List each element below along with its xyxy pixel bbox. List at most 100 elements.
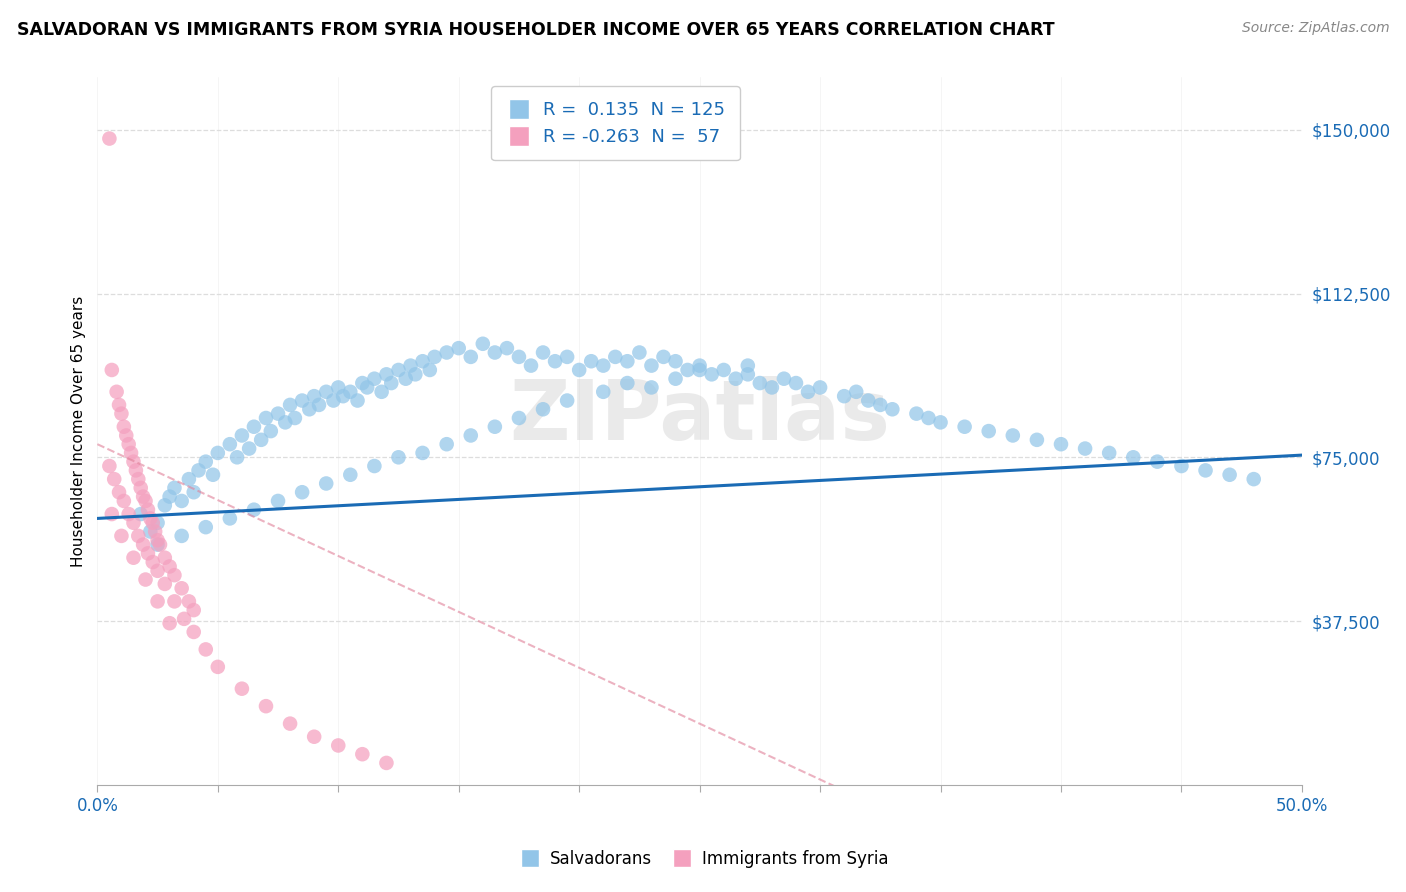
Point xyxy=(153,550,176,565)
Point xyxy=(555,393,578,408)
Point xyxy=(177,594,200,608)
Point xyxy=(115,428,138,442)
Point xyxy=(218,437,240,451)
Point xyxy=(748,376,770,390)
Point xyxy=(496,341,519,355)
Point xyxy=(929,416,952,430)
Point xyxy=(404,368,426,382)
Point xyxy=(1170,458,1192,473)
Point xyxy=(346,393,368,408)
Point xyxy=(163,481,186,495)
Point xyxy=(1219,467,1241,482)
Point xyxy=(267,494,290,508)
Point xyxy=(339,467,361,482)
Point xyxy=(139,524,162,539)
Point xyxy=(484,419,506,434)
Point xyxy=(737,359,759,373)
Point xyxy=(170,529,193,543)
Point xyxy=(207,446,229,460)
Point xyxy=(339,384,361,399)
Point xyxy=(243,502,266,516)
Point xyxy=(363,458,385,473)
Point xyxy=(1025,433,1047,447)
Point xyxy=(146,516,169,530)
Point xyxy=(1243,472,1265,486)
Point xyxy=(917,411,939,425)
Point xyxy=(845,384,868,399)
Point xyxy=(352,376,374,390)
Legend: R =  0.135  N = 125, R = -0.263  N =  57: R = 0.135 N = 125, R = -0.263 N = 57 xyxy=(491,87,740,161)
Point xyxy=(399,359,422,373)
Point xyxy=(170,494,193,508)
Point xyxy=(460,428,482,442)
Point xyxy=(579,354,602,368)
Point xyxy=(460,350,482,364)
Point xyxy=(284,411,307,425)
Text: ZIPatlas: ZIPatlas xyxy=(509,376,890,458)
Point xyxy=(163,594,186,608)
Point xyxy=(194,520,217,534)
Point xyxy=(231,428,253,442)
Point xyxy=(139,511,162,525)
Y-axis label: Householder Income Over 65 years: Householder Income Over 65 years xyxy=(72,295,86,566)
Point xyxy=(412,446,434,460)
Point xyxy=(1194,463,1216,477)
Point xyxy=(508,350,530,364)
Point xyxy=(207,660,229,674)
Point xyxy=(120,446,142,460)
Point xyxy=(380,376,402,390)
Point xyxy=(146,533,169,548)
Point xyxy=(664,354,686,368)
Point xyxy=(122,455,145,469)
Point xyxy=(132,490,155,504)
Point xyxy=(143,524,166,539)
Point xyxy=(436,345,458,359)
Point xyxy=(858,393,880,408)
Point xyxy=(194,455,217,469)
Point xyxy=(146,538,169,552)
Point xyxy=(395,372,418,386)
Point xyxy=(1050,437,1073,451)
Point xyxy=(616,376,638,390)
Point xyxy=(387,363,409,377)
Point xyxy=(363,372,385,386)
Point xyxy=(108,398,131,412)
Point xyxy=(328,739,350,753)
Point xyxy=(132,538,155,552)
Point xyxy=(832,389,855,403)
Point xyxy=(352,747,374,762)
Point xyxy=(254,411,277,425)
Point xyxy=(1074,442,1097,456)
Point xyxy=(315,476,337,491)
Point xyxy=(375,756,398,770)
Point xyxy=(520,359,543,373)
Point xyxy=(387,450,409,465)
Point xyxy=(544,354,567,368)
Point xyxy=(1146,455,1168,469)
Point xyxy=(531,345,554,359)
Point xyxy=(173,612,195,626)
Point xyxy=(105,384,128,399)
Point xyxy=(274,416,297,430)
Point xyxy=(159,559,181,574)
Point xyxy=(122,550,145,565)
Point xyxy=(471,336,494,351)
Point xyxy=(291,393,314,408)
Point xyxy=(254,699,277,714)
Point xyxy=(201,467,224,482)
Point xyxy=(676,363,699,377)
Point xyxy=(103,472,125,486)
Point xyxy=(447,341,470,355)
Point xyxy=(278,716,301,731)
Point xyxy=(302,389,325,403)
Point xyxy=(135,573,157,587)
Point xyxy=(905,407,928,421)
Point xyxy=(98,458,121,473)
Point xyxy=(291,485,314,500)
Point xyxy=(436,437,458,451)
Point xyxy=(882,402,904,417)
Point xyxy=(356,380,378,394)
Point xyxy=(129,507,152,521)
Point xyxy=(231,681,253,696)
Point xyxy=(328,380,350,394)
